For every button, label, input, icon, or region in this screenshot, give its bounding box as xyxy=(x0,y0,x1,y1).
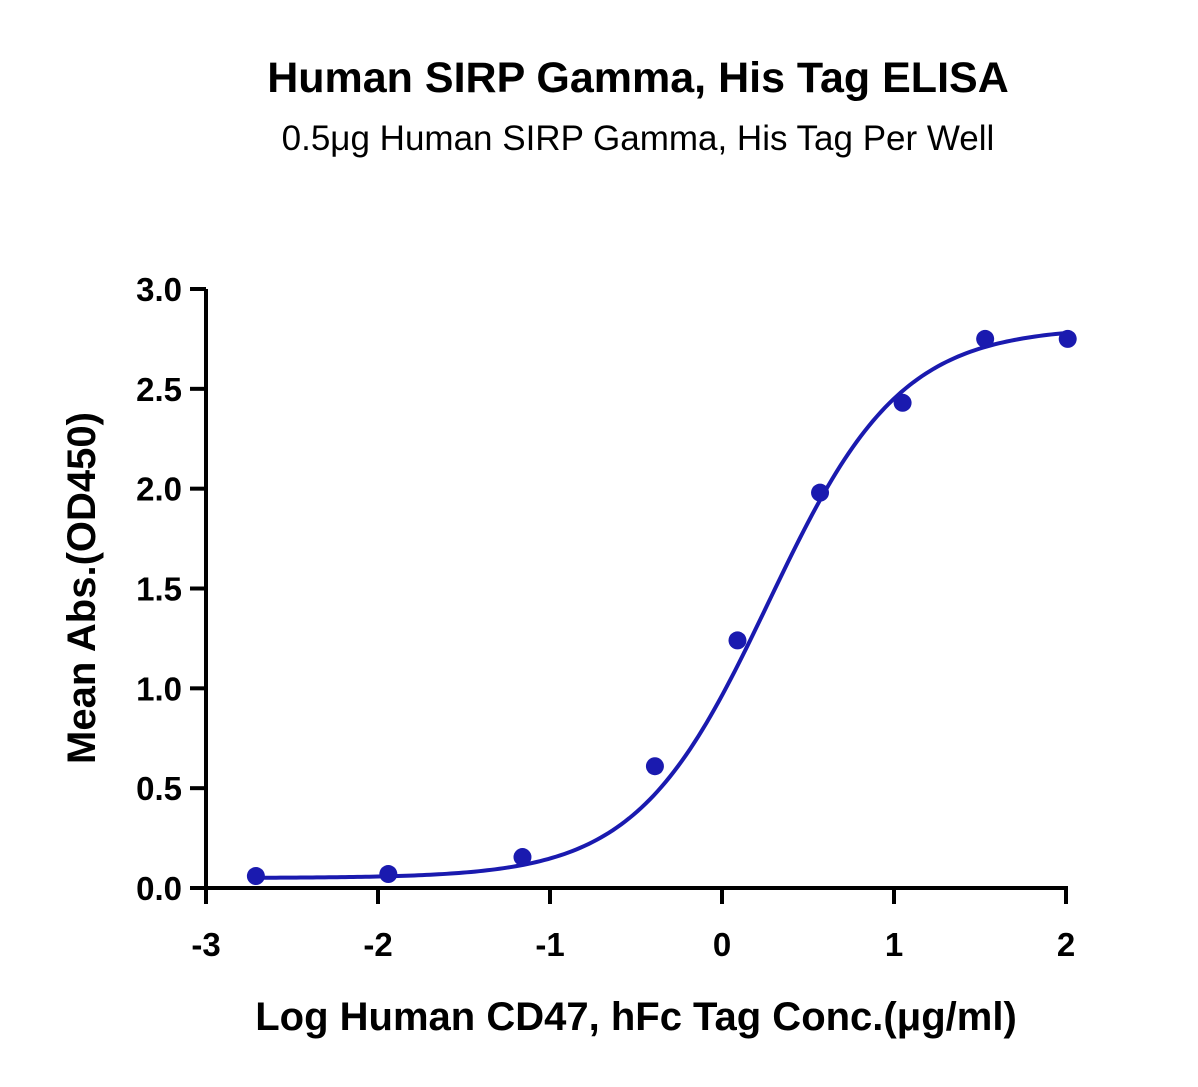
x-tick-label: -3 xyxy=(191,926,220,963)
x-axis: -3 -2 -1 0 1 2 xyxy=(191,886,1075,963)
y-tick-label: 0.0 xyxy=(136,870,182,907)
y-tick-label: 2.0 xyxy=(136,471,182,508)
data-point xyxy=(976,329,995,348)
y-axis: 0.0 0.5 1.0 1.5 2.0 2.5 3.0 xyxy=(136,271,208,907)
y-tick-label: 0.5 xyxy=(136,770,182,807)
x-tick-label: 1 xyxy=(885,926,903,963)
data-point xyxy=(811,483,830,502)
data-point xyxy=(379,865,398,884)
fit-curve xyxy=(255,330,1068,880)
x-axis-label: Log Human CD47, hFc Tag Conc.(μg/ml) xyxy=(255,995,1017,1039)
x-tick-label: 2 xyxy=(1057,926,1075,963)
fit-curve-layer xyxy=(255,330,1068,880)
y-tick-label: 3.0 xyxy=(136,271,182,308)
data-points-layer xyxy=(246,329,1077,886)
data-point xyxy=(1058,329,1077,348)
y-axis-label: Mean Abs.(OD450) xyxy=(60,412,104,764)
data-point xyxy=(513,848,532,867)
data-point xyxy=(246,867,265,886)
chart-subtitle: 0.5μg Human SIRP Gamma, His Tag Per Well xyxy=(282,119,995,158)
x-tick-label: -2 xyxy=(363,926,392,963)
x-tick-label: -1 xyxy=(535,926,564,963)
data-point xyxy=(728,631,747,650)
y-tick-label: 1.5 xyxy=(136,571,182,608)
data-point xyxy=(893,393,912,412)
y-tick-label: 2.5 xyxy=(136,371,182,408)
x-tick-label: 0 xyxy=(713,926,731,963)
chart-title: Human SIRP Gamma, His Tag ELISA xyxy=(267,54,1009,102)
data-point xyxy=(645,757,664,776)
y-tick-label: 1.0 xyxy=(136,670,182,707)
